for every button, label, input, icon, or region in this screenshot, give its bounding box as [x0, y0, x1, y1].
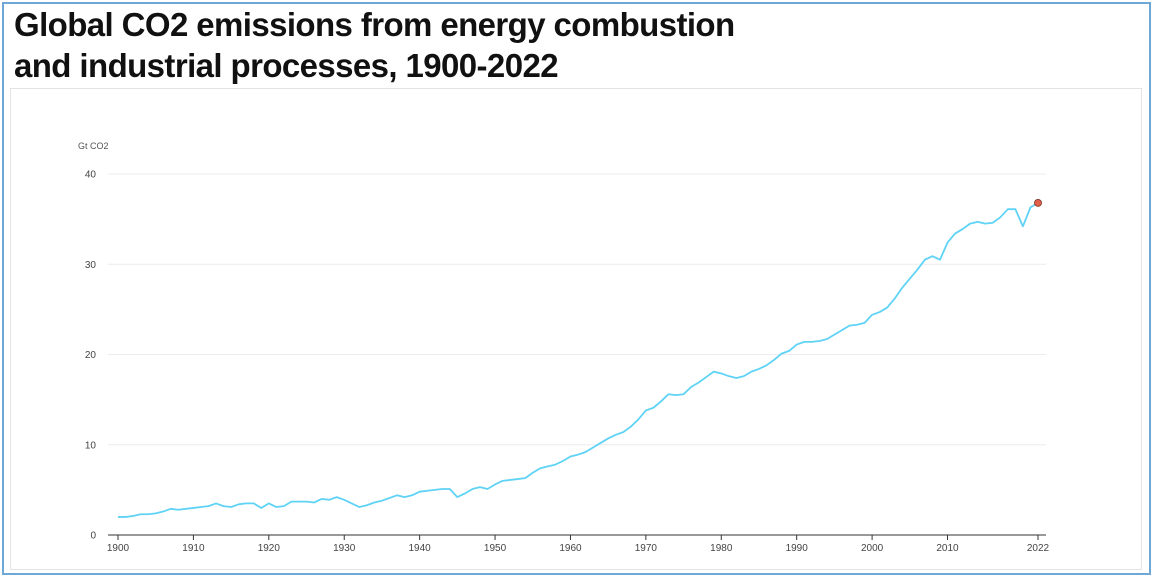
y-tick-label: 10 — [85, 440, 97, 451]
x-tick-label: 1920 — [258, 543, 281, 554]
x-tick-label: 1970 — [635, 543, 658, 554]
y-axis-ticks: 0 10 20 30 40 — [85, 170, 97, 542]
latest-value-marker[interactable] — [1034, 198, 1042, 207]
y-axis-unit-label: Gt CO2 — [78, 141, 109, 151]
gridlines — [108, 173, 1046, 536]
x-tick-label: 1910 — [182, 543, 205, 554]
chart-title-line-2: and industrial processes, 1900-2022 — [14, 47, 559, 84]
x-tick-label: 1980 — [710, 543, 733, 554]
x-tick-label: 1900 — [107, 543, 130, 554]
y-tick-label: 20 — [85, 350, 97, 361]
x-tick-label: 2010 — [936, 543, 959, 554]
x-tick-label: 1960 — [559, 543, 582, 554]
chart-title-line-1: Global CO2 emissions from energy combust… — [14, 6, 735, 43]
x-tick-label: 1950 — [484, 543, 507, 554]
x-axis-ticks: 1900 1910 1920 1930 1940 1950 1960 1970 1980 1990… — [107, 535, 1050, 554]
emissions-line — [118, 202, 1039, 518]
x-tick-label: 2000 — [861, 543, 884, 554]
x-tick-label: 2022 — [1027, 543, 1050, 554]
x-tick-label: 1990 — [786, 543, 809, 554]
y-tick-label: 40 — [85, 170, 97, 181]
chart-title: Global CO2 emissions from energy combust… — [14, 4, 735, 86]
chart-panel — [10, 88, 1142, 570]
x-tick-label: 1940 — [409, 543, 432, 554]
y-tick-label: 0 — [90, 531, 96, 542]
x-tick-label: 1930 — [333, 543, 356, 554]
y-tick-label: 30 — [85, 260, 97, 271]
